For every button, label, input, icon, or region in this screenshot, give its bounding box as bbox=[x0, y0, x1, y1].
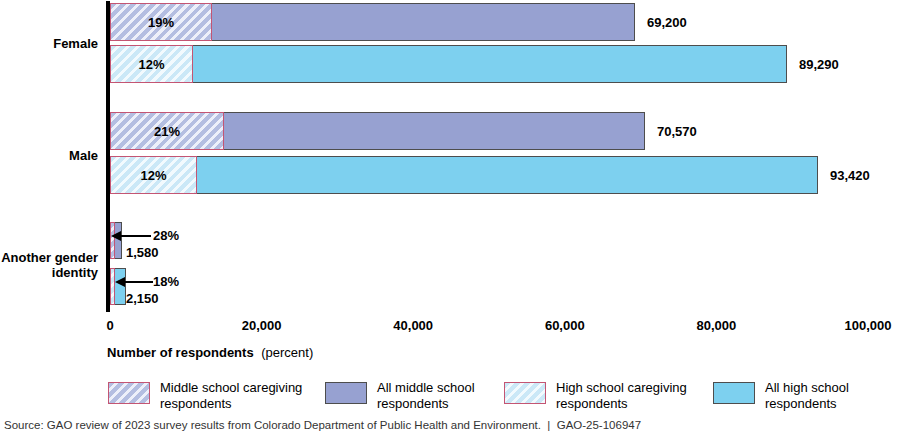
source-note: Source: GAO review of 2023 survey result… bbox=[4, 419, 641, 431]
bar-female-high-school: 12% bbox=[110, 45, 787, 83]
legend-item-middle-school-caregiving: Middle school caregiving respondents bbox=[108, 380, 335, 412]
arrow-left-icon bbox=[115, 277, 125, 287]
value-label-male-middle-school: 70,570 bbox=[657, 124, 697, 139]
x-tick-80,000: 80,000 bbox=[697, 318, 737, 333]
legend-label: All middle school respondents bbox=[377, 380, 512, 412]
value-label-male-high-school: 93,420 bbox=[830, 168, 870, 183]
legend-label: All high school respondents bbox=[765, 380, 890, 412]
caregiving-pct-label: 21% bbox=[111, 113, 223, 149]
caregiving-segment-male-high-school: 12% bbox=[110, 156, 197, 194]
caregiving-pct-label: 12% bbox=[111, 157, 196, 193]
arrow-left-icon bbox=[111, 231, 121, 241]
legend-label: Middle school caregiving respondents bbox=[160, 380, 335, 412]
x-axis-title: Number of respondents (percent) bbox=[107, 345, 313, 360]
x-tick-40,000: 40,000 bbox=[393, 318, 433, 333]
bar-male-middle-school: 21% bbox=[110, 112, 645, 150]
legend-item-all-middle-school: All middle school respondents bbox=[325, 380, 512, 412]
arrow-line bbox=[121, 235, 151, 237]
category-label-female: Female bbox=[0, 36, 98, 51]
legend-swatch-high-school-caregiving bbox=[504, 382, 546, 404]
category-label-another-gender-identity: Another gender identity bbox=[0, 250, 98, 280]
value-label-female-middle-school: 69,200 bbox=[647, 15, 687, 30]
caregiving-segment-female-middle-school: 19% bbox=[110, 3, 212, 41]
legend-swatch-middle-school-caregiving bbox=[108, 382, 150, 404]
pct-label-agi-high: 18% bbox=[153, 274, 179, 289]
value-label-agi-middle: 1,580 bbox=[126, 245, 159, 260]
x-axis-title-unit: (percent) bbox=[261, 345, 313, 360]
caregiving-segment-male-middle-school: 21% bbox=[110, 112, 224, 150]
caregiving-pct-label: 19% bbox=[111, 4, 211, 40]
category-label-male: Male bbox=[0, 148, 98, 163]
legend-item-all-high-school: All high school respondents bbox=[713, 380, 890, 412]
caregiving-pct-label: 12% bbox=[111, 46, 192, 82]
gao-bar-chart: 19% 12% 21% 12% Female Male Another gender … bbox=[0, 0, 900, 441]
caregiving-segment-female-high-school: 12% bbox=[110, 45, 193, 83]
x-tick-100,000: 100,000 bbox=[845, 318, 892, 333]
legend-label: High school caregiving respondents bbox=[556, 380, 721, 412]
arrow-line bbox=[125, 281, 153, 283]
x-axis-title-bold: Number of respondents bbox=[107, 345, 254, 360]
x-tick-0: 0 bbox=[106, 318, 113, 333]
bar-male-high-school: 12% bbox=[110, 156, 818, 194]
legend-item-high-school-caregiving: High school caregiving respondents bbox=[504, 380, 721, 412]
legend-swatch-all-high-school bbox=[713, 382, 755, 404]
pct-label-agi-middle: 28% bbox=[153, 228, 179, 243]
value-label-female-high-school: 89,290 bbox=[799, 57, 839, 72]
value-label-agi-high: 2,150 bbox=[126, 291, 159, 306]
x-tick-20,000: 20,000 bbox=[242, 318, 282, 333]
legend-swatch-all-middle-school bbox=[325, 382, 367, 404]
bar-female-middle-school: 19% bbox=[110, 3, 635, 41]
x-tick-60,000: 60,000 bbox=[545, 318, 585, 333]
